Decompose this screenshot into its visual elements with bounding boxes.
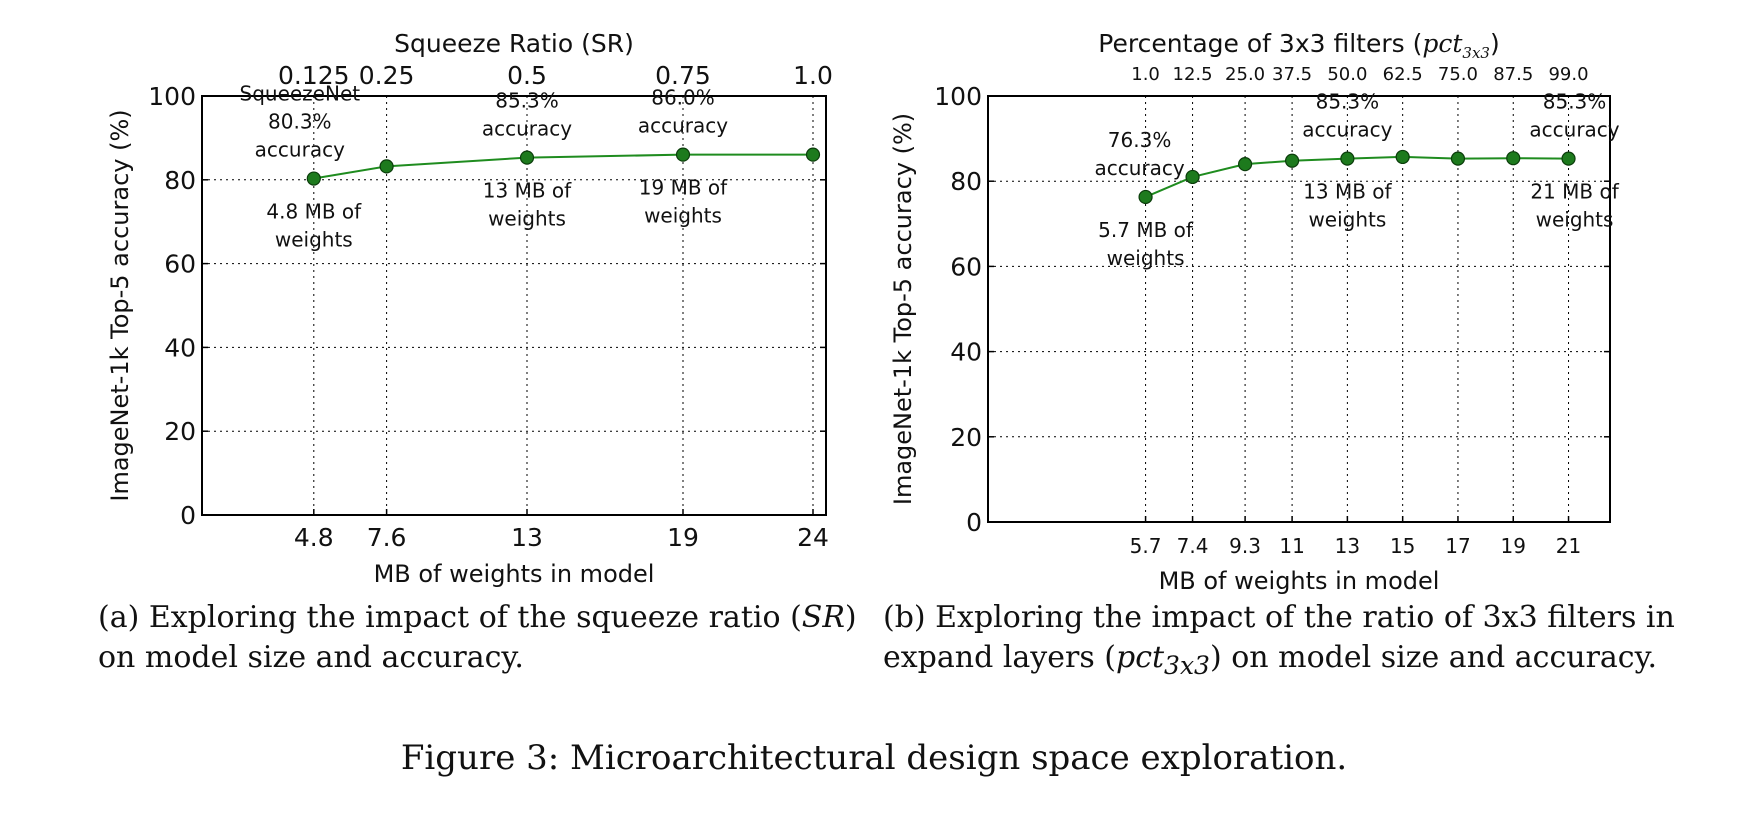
x-tick-label: 5.7 bbox=[1130, 534, 1162, 558]
x-tick-label: 7.6 bbox=[367, 523, 407, 552]
figure-caption: Figure 3: Microarchitectural design spac… bbox=[400, 738, 1348, 778]
data-annotation: 4.8 MB of bbox=[266, 200, 362, 224]
data-annotation: accuracy bbox=[638, 114, 728, 138]
x-tick-label: 15 bbox=[1390, 534, 1415, 558]
y-tick-label: 0 bbox=[966, 508, 982, 537]
y-tick-label: 80 bbox=[950, 167, 982, 196]
x-tick-label: 19 bbox=[1501, 534, 1526, 558]
data-point bbox=[1506, 151, 1521, 166]
y-tick-label: 20 bbox=[950, 423, 982, 452]
top-tick-label: 1.0 bbox=[1131, 64, 1160, 85]
top-tick-label: 0.25 bbox=[359, 61, 415, 90]
data-point bbox=[1395, 149, 1410, 165]
top-axis-label: Squeeze Ratio (SR) bbox=[394, 29, 634, 58]
data-annotation: weights bbox=[1308, 208, 1386, 232]
plot-frame bbox=[201, 95, 827, 516]
data-annotation: accuracy bbox=[482, 117, 572, 141]
top-tick-label: 25.0 bbox=[1225, 64, 1265, 85]
data-annotation: 76.3% bbox=[1108, 128, 1172, 152]
x-tick-label: 13 bbox=[1335, 534, 1360, 558]
data-point bbox=[379, 159, 394, 174]
data-annotation: 21 MB of bbox=[1530, 180, 1619, 204]
x-tick-label: 17 bbox=[1445, 534, 1470, 558]
data-annotation: weights bbox=[275, 228, 353, 252]
data-annotation: weights bbox=[644, 204, 722, 228]
data-point bbox=[519, 150, 535, 165]
data-point bbox=[675, 147, 691, 162]
top-tick-label: 99.0 bbox=[1548, 64, 1588, 85]
plot-frame bbox=[987, 95, 1611, 523]
top-tick-label: 62.5 bbox=[1383, 64, 1423, 85]
chart-panel-b: 0 20 40 60 80 100 5.7 1.0 7.4 12.5 9.3 25.0 11 37.5 13… bbox=[889, 29, 1620, 595]
x-tick-label: 4.8 bbox=[294, 523, 334, 552]
chart-panel-a: 0 20 40 60 80 100 4.8 0.125 7.6 0.25 13 0.5 19 0.75 24… bbox=[106, 29, 833, 588]
data-annotation: SqueezeNet bbox=[240, 82, 361, 106]
y-tick-label: 0 bbox=[180, 501, 196, 530]
data-point bbox=[306, 171, 321, 186]
data-annotation: 19 MB of bbox=[639, 176, 728, 200]
y-tick-label: 100 bbox=[934, 82, 982, 111]
top-tick-label: 0.75 bbox=[655, 61, 711, 90]
x-tick-label: 19 bbox=[667, 523, 699, 552]
top-tick-label: 37.5 bbox=[1272, 64, 1312, 85]
y-tick-label: 20 bbox=[164, 417, 196, 446]
data-annotation: accuracy bbox=[1094, 156, 1184, 180]
x-tick-label: 11 bbox=[1279, 534, 1304, 558]
data-annotation: 86.0% bbox=[651, 86, 715, 110]
top-tick-label: 0.125 bbox=[278, 61, 350, 90]
x-tick-label: 13 bbox=[511, 523, 543, 552]
y-tick-label: 100 bbox=[148, 82, 196, 111]
top-tick-label: 0.5 bbox=[507, 61, 547, 90]
data-annotation: 85.3% bbox=[1316, 90, 1380, 114]
y-axis-label: ImageNet-1k Top-5 accuracy (%) bbox=[106, 109, 134, 501]
top-tick-label: 12.5 bbox=[1173, 64, 1213, 85]
data-point bbox=[1138, 189, 1153, 205]
data-point bbox=[1340, 151, 1355, 166]
data-annotation: accuracy bbox=[1302, 118, 1392, 142]
y-tick-label: 40 bbox=[164, 333, 196, 362]
y-tick-label: 80 bbox=[164, 166, 196, 195]
y-axis-label: ImageNet-1k Top-5 accuracy (%) bbox=[889, 113, 917, 505]
data-annotation: accuracy bbox=[255, 138, 345, 162]
y-tick-label: 60 bbox=[950, 252, 982, 281]
data-annotation: 85.3% bbox=[495, 89, 559, 113]
data-point bbox=[1450, 151, 1466, 166]
data-annotation: 80.3% bbox=[268, 110, 332, 134]
data-annotation: 13 MB of bbox=[1303, 180, 1392, 204]
data-point bbox=[1185, 169, 1200, 185]
data-annotation: 13 MB of bbox=[483, 179, 572, 203]
top-tick-label: 50.0 bbox=[1327, 64, 1367, 85]
x-tick-label: 7.4 bbox=[1177, 534, 1209, 558]
data-point bbox=[1561, 151, 1576, 166]
y-tick-label: 40 bbox=[950, 338, 982, 367]
data-annotation: 5.7 MB of bbox=[1098, 218, 1194, 242]
x-tick-label: 21 bbox=[1556, 534, 1581, 558]
subfigure-caption-a: (a) Exploring the impact of the squeeze … bbox=[98, 600, 857, 675]
top-axis-label: Percentage of 3x3 filters (pct3x3) bbox=[1098, 29, 1499, 62]
x-tick-label: 24 bbox=[797, 523, 829, 552]
x-axis-label: MB of weights in model bbox=[374, 560, 655, 588]
x-axis-label: MB of weights in model bbox=[1159, 567, 1440, 595]
data-annotation: weights bbox=[1536, 208, 1614, 232]
top-tick-label: 1.0 bbox=[793, 61, 833, 90]
data-point bbox=[1237, 157, 1253, 172]
data-annotation: 85.3% bbox=[1543, 90, 1607, 114]
subfigure-caption-b: (b) Exploring the impact of the ratio of… bbox=[883, 600, 1675, 680]
data-annotation: weights bbox=[488, 207, 566, 231]
y-tick-label: 60 bbox=[164, 250, 196, 279]
x-tick-label: 9.3 bbox=[1229, 534, 1261, 558]
data-annotation: weights bbox=[1107, 246, 1185, 270]
data-point bbox=[805, 147, 821, 162]
data-point bbox=[1284, 153, 1300, 168]
top-tick-label: 75.0 bbox=[1438, 64, 1478, 85]
data-annotation: accuracy bbox=[1529, 118, 1619, 142]
top-tick-label: 87.5 bbox=[1493, 64, 1533, 85]
